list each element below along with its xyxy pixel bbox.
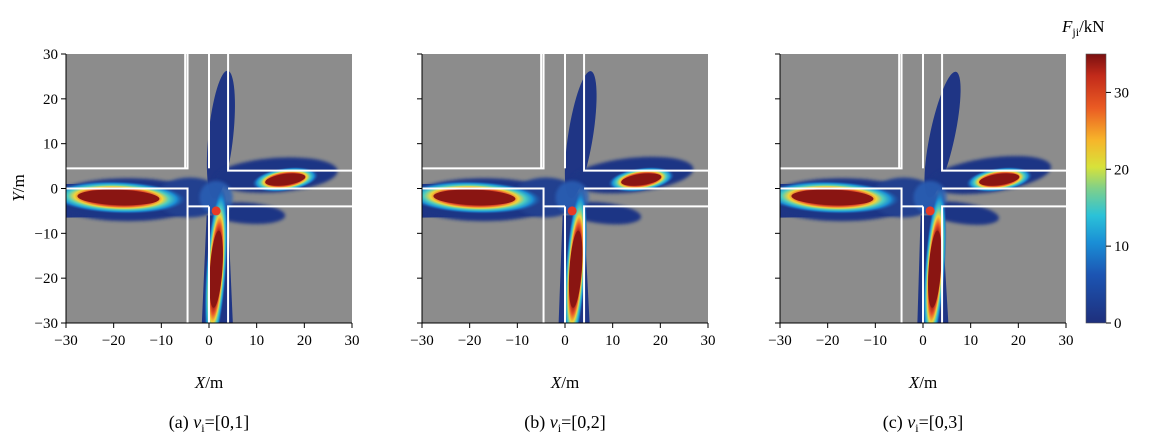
x-tick-label: 20 [653, 333, 668, 349]
colorbar: Fji/kN 30 20 10 0 [1061, 17, 1129, 332]
peak-core [928, 230, 942, 308]
x-tick-label: 30 [345, 333, 360, 349]
x-tick-label: 20 [297, 333, 312, 349]
vehicle-marker [925, 206, 935, 216]
road-line [941, 54, 1066, 172]
colorbar-tick-label: 30 [1114, 85, 1129, 101]
road-line [66, 54, 189, 170]
panel-caption: (b) vi=[0,2] [524, 412, 605, 435]
peak-core [979, 173, 1020, 186]
panel-caption: (a) vi=[0,1] [169, 412, 249, 435]
x-tick-label: −20 [458, 333, 481, 349]
peak-core [265, 173, 306, 186]
road-line [422, 187, 545, 323]
peak-core [568, 230, 583, 308]
x-tick-label: 0 [561, 333, 569, 349]
colorbar-tick-label: 0 [1114, 316, 1122, 332]
road-line [227, 54, 352, 172]
x-tick-label: 30 [1059, 333, 1074, 349]
x-axis-label: X/m [550, 373, 579, 392]
panel-caption: (c) vi=[0,3] [883, 412, 963, 435]
y-axis-label: Y/m [9, 174, 28, 201]
x-tick-label: −30 [54, 333, 77, 349]
x-tick-label: 10 [605, 333, 620, 349]
road-lines [66, 54, 352, 323]
field-north-arm [564, 71, 597, 199]
colorbar-title: Fji/kN [1061, 17, 1105, 39]
peak-core [791, 189, 874, 206]
vehicle-marker [567, 206, 577, 216]
road-line [780, 54, 903, 170]
peak-core [209, 230, 223, 308]
road-line [227, 205, 352, 323]
colorbar-tick-label: 10 [1114, 239, 1129, 255]
y-tick-label: 0 [51, 182, 59, 198]
road-line [941, 205, 1066, 323]
x-tick-label: −20 [102, 333, 125, 349]
panel-2: −30 −20 −10 0 10 20 30 X/m (b) vi=[0,2] [410, 53, 716, 435]
y-tick-label: −10 [35, 226, 58, 242]
x-tick-label: −10 [506, 333, 529, 349]
road-lines [422, 54, 708, 323]
force-field [422, 71, 694, 323]
x-tick-label: 0 [919, 333, 927, 349]
y-tick-label: 20 [43, 92, 58, 108]
road-line [422, 54, 545, 170]
y-tick-label: 30 [43, 47, 58, 63]
road-lines [780, 54, 1066, 323]
vehicle-marker [211, 206, 221, 216]
colorbar-scale [1085, 53, 1107, 324]
road-line [780, 187, 903, 323]
colorbar-tick-label: 20 [1114, 162, 1129, 178]
x-tick-label: 30 [701, 333, 716, 349]
x-tick-label: −20 [816, 333, 839, 349]
peak-core [433, 189, 516, 206]
y-tick-label: 10 [43, 137, 58, 153]
y-tick-label: −20 [35, 271, 58, 287]
road-line [583, 205, 708, 323]
road-line [583, 54, 708, 172]
panel-1: −30 −20 −10 0 10 20 30 30 20 10 0 −10 −20 −30 X/m (a) v… [35, 47, 360, 435]
x-tick-label: 20 [1011, 333, 1026, 349]
road-line [66, 187, 189, 323]
peak-core [621, 173, 662, 186]
x-axis-label: X/m [908, 373, 937, 392]
x-tick-label: 10 [963, 333, 978, 349]
panel-3: −30 −20 −10 0 10 20 30 X/m (c) vi=[0,3] [768, 53, 1074, 435]
x-tick-label: −30 [768, 333, 791, 349]
peak-core [77, 189, 160, 206]
x-tick-label: 10 [249, 333, 264, 349]
x-tick-label: −10 [150, 333, 173, 349]
x-tick-label: −10 [864, 333, 887, 349]
x-axis-label: X/m [194, 373, 223, 392]
x-tick-label: −30 [410, 333, 433, 349]
x-tick-label: 0 [205, 333, 213, 349]
y-tick-label: −30 [35, 316, 58, 332]
